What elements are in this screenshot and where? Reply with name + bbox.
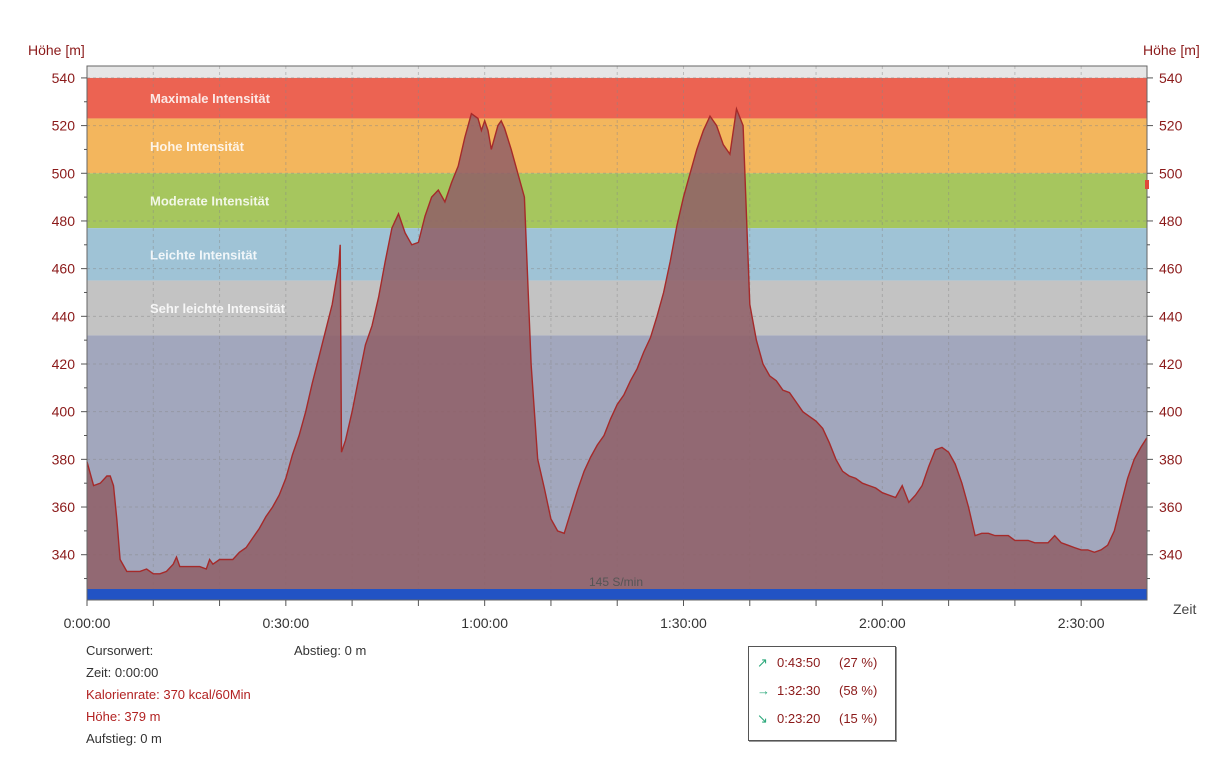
y-tick-label-left: 400 <box>52 404 76 420</box>
x-tick-label: 2:30:00 <box>1058 615 1105 631</box>
y-axis-title-left: Höhe [m] <box>28 42 85 58</box>
zone-band-4 <box>87 280 1147 336</box>
zone-band-1 <box>87 118 1147 174</box>
y-tick-label-right: 420 <box>1159 356 1183 372</box>
y-tick-label-right: 480 <box>1159 213 1183 229</box>
y-tick-label-left: 540 <box>52 70 76 86</box>
zone-band-0 <box>87 77 1147 119</box>
ascent-row: Aufstieg: 0 m <box>86 731 162 746</box>
legend-time: 0:23:20 <box>777 711 821 726</box>
elevation-fill <box>87 108 1147 590</box>
y-tick-label-right: 520 <box>1159 118 1183 134</box>
y-tick-label-right: 460 <box>1159 261 1183 277</box>
y-tick-label-left: 360 <box>52 499 76 515</box>
y-tick-label-left: 420 <box>52 356 76 372</box>
zone-band-2 <box>87 173 1147 229</box>
zone-label-1: Hohe Intensität <box>150 139 245 154</box>
y-tick-label-right: 500 <box>1159 165 1183 181</box>
descent-label: Abstieg: <box>294 643 341 658</box>
y-tick-label-right: 360 <box>1159 499 1183 515</box>
cursor-marker[interactable] <box>1145 180 1149 189</box>
descent-row: Abstieg: 0 m <box>294 643 366 658</box>
x-axis-title: Zeit <box>1173 601 1196 617</box>
legend-percent: (27 %) <box>839 655 878 670</box>
zone-label-4: Sehr leichte Intensität <box>150 301 286 316</box>
y-tick-label-left: 520 <box>52 118 76 134</box>
y-tick-label-left: 500 <box>52 165 76 181</box>
elevation-line <box>86 106 1148 575</box>
y-tick-label-right: 340 <box>1159 547 1183 563</box>
height-row: Höhe: 379 m <box>86 709 160 724</box>
calorie-value: 370 kcal/60Min <box>163 687 251 702</box>
legend-row-descent: ↘ 0:23:20 (15 %) <box>757 711 877 727</box>
calorie-label: Kalorienrate: <box>86 687 160 702</box>
x-tick-label: 0:30:00 <box>262 615 309 631</box>
y-tick-label-left: 340 <box>52 547 76 563</box>
x-tick-label: 2:00:00 <box>859 615 906 631</box>
zone-top-margin <box>87 66 1147 78</box>
cadence-label: 145 S/min <box>589 575 643 589</box>
cursor-value-label: Cursorwert: <box>86 643 154 658</box>
descent-value: 0 m <box>344 643 367 658</box>
calorie-row: Kalorienrate: 370 kcal/60Min <box>86 687 251 702</box>
zone-label-2: Moderate Intensität <box>150 194 270 209</box>
zone-label-3: Leichte Intensität <box>150 247 258 262</box>
y-tick-label-right: 440 <box>1159 308 1183 324</box>
legend-row-ascent: ↗ 0:43:50 (27 %) <box>757 655 877 671</box>
cadence-bar <box>87 589 1147 600</box>
zone-label-0: Maximale Intensität <box>150 91 271 106</box>
time-label: Zeit: <box>86 665 112 680</box>
axis-ticks: 340 340 360 360 380 380 400 400 420 420 440 440 460 4… <box>52 70 1183 631</box>
y-tick-label-left: 460 <box>52 261 76 277</box>
slope-legend: ↗ 0:43:50 (27 %) → 1:32:30 (58 %) ↘ 0:23:20 (1… <box>748 646 896 741</box>
legend-time: 1:32:30 <box>777 683 821 698</box>
descent-arrow-icon: ↘ <box>757 711 768 726</box>
y-tick-label-left: 480 <box>52 213 76 229</box>
zone-labels: Maximale Intensität Hohe Intensität Modera… <box>150 91 286 316</box>
x-tick-label: 1:30:00 <box>660 615 707 631</box>
y-tick-label-left: 380 <box>52 451 76 467</box>
flat-arrow-icon: → <box>757 683 770 698</box>
ascent-label: Aufstieg: <box>86 731 137 746</box>
y-tick-label-right: 380 <box>1159 451 1183 467</box>
ascent-value: 0 m <box>140 731 162 746</box>
legend-time: 0:43:50 <box>777 655 821 670</box>
legend-percent: (58 %) <box>839 683 878 698</box>
x-tick-label: 0:00:00 <box>64 615 111 631</box>
height-label: Höhe: <box>86 709 121 724</box>
zone-band-3 <box>87 228 1147 281</box>
legend-row-flat: → 1:32:30 (58 %) <box>757 683 877 698</box>
elevation-chart[interactable]: Maximale Intensität Hohe Intensität Modera… <box>0 0 1208 640</box>
y-tick-label-right: 400 <box>1159 404 1183 420</box>
height-value: 379 m <box>124 709 161 724</box>
y-axis-title-right: Höhe [m] <box>1143 42 1200 58</box>
legend-percent: (15 %) <box>839 711 878 726</box>
y-tick-label-left: 440 <box>52 308 76 324</box>
x-tick-label: 1:00:00 <box>461 615 508 631</box>
elevation-area <box>86 106 1148 590</box>
time-value: 0:00:00 <box>114 665 159 680</box>
time-row: Zeit: 0:00:00 <box>86 665 158 680</box>
ascent-arrow-icon: ↗ <box>757 655 768 670</box>
y-tick-label-right: 540 <box>1159 70 1183 86</box>
